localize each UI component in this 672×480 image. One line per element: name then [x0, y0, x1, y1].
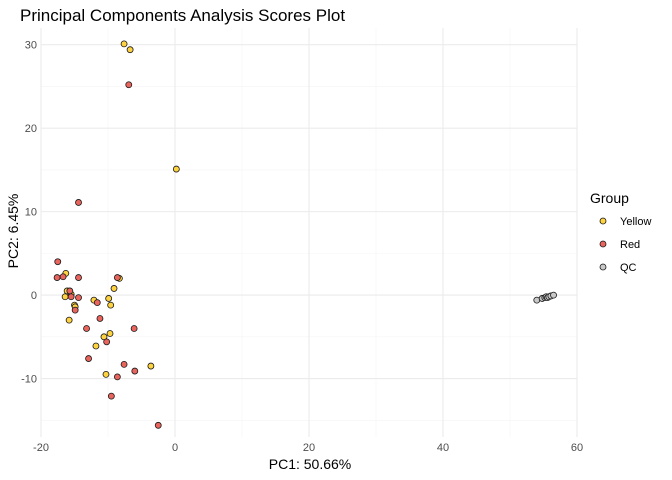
y-tick-label: 30 — [25, 40, 37, 52]
y-tick-label: 20 — [25, 123, 37, 135]
y-axis-title: PC2: 6.45% — [5, 194, 21, 269]
x-axis-tick-labels: -20 0 20 40 60 — [33, 442, 583, 454]
data-point-yellow — [120, 40, 128, 48]
legend-key-qc — [599, 263, 607, 271]
x-tick-label: 20 — [303, 442, 315, 454]
data-point-red — [103, 338, 111, 346]
data-point-red — [131, 367, 139, 375]
data-point-yellow — [102, 370, 110, 378]
legend: Group Yellow Red QC — [590, 190, 651, 274]
data-point-red — [85, 355, 92, 362]
data-point-red — [83, 325, 90, 332]
x-tick-label: 40 — [437, 442, 449, 454]
data-point-yellow — [65, 316, 73, 324]
legend-label-yellow: Yellow — [620, 216, 651, 228]
legend-key-yellow — [599, 217, 607, 225]
data-point-red — [107, 392, 115, 400]
data-point-red — [113, 274, 121, 281]
x-tick-label: 0 — [172, 442, 178, 454]
data-point-red — [113, 373, 121, 381]
data-points — [53, 40, 557, 429]
data-point-red — [67, 293, 75, 301]
y-tick-label: 0 — [31, 290, 37, 302]
major-gridlines — [40, 28, 578, 437]
data-point-red — [66, 287, 74, 295]
data-point-red — [53, 274, 61, 281]
data-point-yellow — [172, 165, 180, 173]
data-point-red — [71, 306, 79, 314]
data-point-yellow — [92, 342, 100, 350]
data-point-red — [120, 360, 128, 368]
data-point-red — [75, 274, 82, 281]
data-point-red — [154, 421, 162, 429]
data-point-red — [54, 258, 62, 266]
data-point-red — [96, 315, 104, 322]
legend-label-red: Red — [620, 239, 640, 251]
chart-title: Principal Components Analysis Scores Plo… — [20, 6, 345, 25]
data-point-red — [93, 299, 101, 307]
data-point-red — [75, 199, 82, 206]
data-point-yellow — [147, 362, 155, 370]
legend-label-qc: QC — [620, 262, 637, 274]
data-point-qc — [550, 291, 557, 299]
x-axis-title: PC1: 50.66% — [269, 456, 352, 472]
data-point-red — [130, 325, 138, 332]
data-point-red — [125, 81, 133, 89]
legend-key-red — [599, 240, 607, 248]
y-tick-label: 10 — [25, 207, 37, 219]
legend-title: Group — [590, 190, 629, 206]
data-point-yellow — [107, 301, 115, 309]
data-point-yellow — [61, 293, 69, 301]
y-tick-label: -10 — [21, 374, 37, 386]
x-tick-label: -20 — [33, 442, 49, 454]
data-point-yellow — [105, 295, 113, 302]
data-point-yellow — [110, 285, 118, 292]
data-point-red — [59, 273, 67, 281]
y-axis-tick-labels: -10 0 10 20 30 — [21, 40, 37, 386]
x-tick-label: 60 — [571, 442, 583, 454]
data-point-yellow — [106, 330, 114, 337]
data-point-red — [75, 294, 82, 302]
data-point-yellow — [126, 46, 134, 54]
